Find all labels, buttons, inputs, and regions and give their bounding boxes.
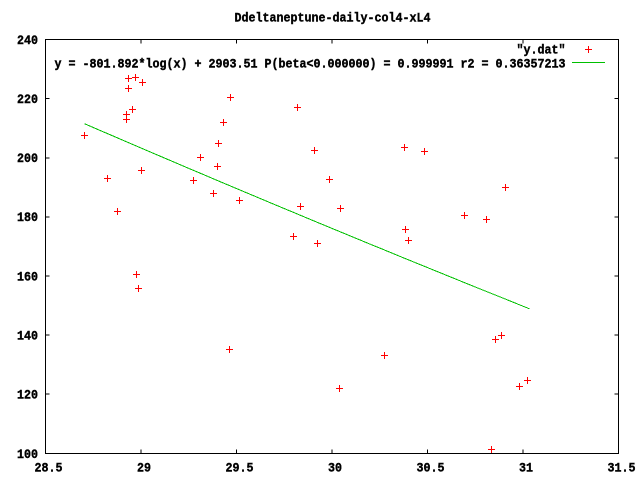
svg-text:160: 160 [17, 269, 38, 284]
svg-text:100: 100 [17, 447, 38, 462]
svg-text:31.5: 31.5 [608, 461, 636, 476]
svg-text:31: 31 [519, 461, 533, 476]
svg-text:30: 30 [328, 461, 342, 476]
svg-text:y = -801.892*log(x) + 2903.51: y = -801.892*log(x) + 2903.51 P(beta<0.0… [55, 57, 566, 72]
svg-text:140: 140 [17, 328, 38, 343]
svg-text:220: 220 [17, 92, 38, 107]
svg-text:120: 120 [17, 388, 38, 403]
svg-text:200: 200 [17, 151, 38, 166]
svg-text:30.5: 30.5 [417, 461, 445, 476]
svg-text:240: 240 [17, 33, 38, 48]
svg-text:28.5: 28.5 [35, 461, 63, 476]
svg-text:29: 29 [137, 461, 151, 476]
svg-text:Ddeltaneptune-daily-col4-xL4: Ddeltaneptune-daily-col4-xL4 [235, 11, 431, 26]
svg-text:29.5: 29.5 [226, 461, 254, 476]
svg-text:180: 180 [17, 210, 38, 225]
svg-text:"y.dat": "y.dat" [517, 43, 566, 58]
